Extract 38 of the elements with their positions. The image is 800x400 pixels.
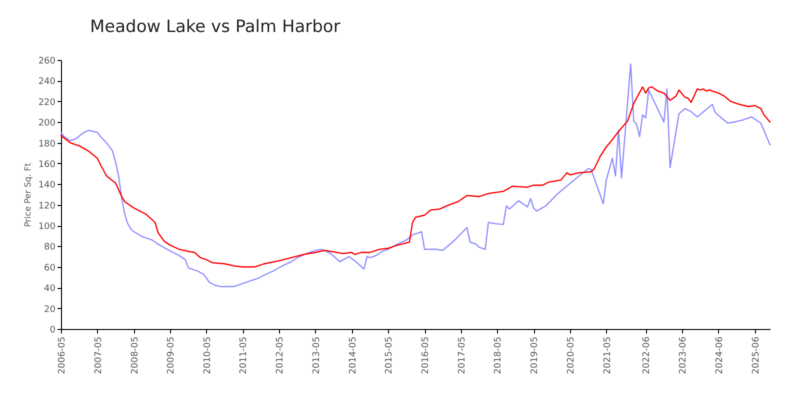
y-tick-label: 200: [38, 118, 56, 129]
x-tick-label: 2019-05: [530, 336, 540, 374]
x-tick-label: 2015-05: [384, 336, 395, 374]
x-tick-label: 2017-05: [457, 336, 468, 374]
y-tick-label: 120: [38, 201, 56, 212]
x-tick-label: 2022-06: [642, 336, 652, 374]
x-tick-label: 2025-06: [751, 336, 762, 374]
y-tick-label: 220: [38, 98, 56, 108]
x-tick-label: 2011-05: [239, 336, 250, 374]
y-tick-label: 180: [38, 139, 56, 150]
x-tick-label: 2020-05: [566, 336, 576, 374]
y-tick-label: 240: [38, 77, 56, 88]
x-tick-label: 2014-05: [348, 336, 358, 374]
y-tick-label: 60: [44, 263, 56, 274]
line-series: [60, 63, 771, 288]
chart-title: Meadow Lake vs Palm Harbor: [90, 17, 340, 37]
y-axis-title: Price Per Sq. Ft: [23, 162, 34, 228]
y-tick-label: 20: [44, 304, 56, 315]
line-series: [60, 86, 771, 268]
x-tick-label: 2018-05: [494, 336, 504, 374]
x-tick-label: 2012-05: [276, 336, 286, 374]
x-tick-label: 2006-05: [58, 336, 68, 374]
y-tick-label: 260: [38, 56, 56, 66]
y-tick-label: 40: [44, 284, 56, 294]
x-tick-label: 2008-05: [130, 336, 140, 374]
x-tick-label: 2016-05: [421, 336, 432, 374]
y-tick-label: 100: [38, 222, 56, 232]
y-tick-label: 80: [44, 242, 56, 253]
y-tick-label: 140: [38, 180, 56, 191]
x-tick-label: 2024-06: [714, 336, 725, 374]
y-tick-label: 0: [50, 326, 56, 336]
x-tick-label: 2023-06: [678, 336, 689, 374]
x-tick-label: 2010-05: [202, 336, 213, 374]
x-tick-label: 2009-05: [166, 336, 177, 374]
x-tick-label: 2021-05: [602, 336, 613, 374]
x-tick-label: 2013-05: [312, 336, 322, 374]
y-tick-label: 160: [38, 160, 56, 170]
x-tick-label: 2007-05: [94, 336, 104, 374]
